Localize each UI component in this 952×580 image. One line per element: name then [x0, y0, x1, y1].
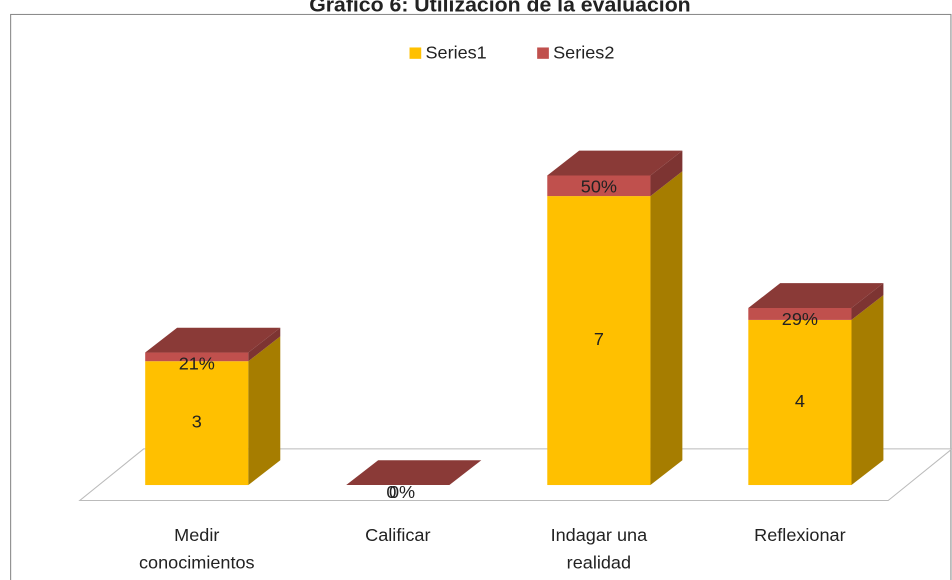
- bar-front: [547, 175, 651, 197]
- data-label: 7: [594, 329, 604, 349]
- bar-top: [145, 327, 281, 353]
- bar-front: [748, 319, 852, 486]
- legend-swatch: [537, 47, 549, 59]
- bar-side: [851, 283, 884, 320]
- chart-frame: [10, 13, 952, 580]
- x-tick-label: Reflexionar: [754, 525, 846, 545]
- bar-front: [145, 361, 249, 486]
- bar-side: [650, 150, 683, 197]
- floor: [78, 448, 952, 502]
- bar-side: [248, 336, 281, 486]
- bar-front: [748, 307, 852, 320]
- data-label: 0: [386, 482, 396, 502]
- bar-side: [851, 295, 884, 486]
- data-label: 0%: [389, 482, 415, 502]
- data-label: 29%: [782, 309, 818, 329]
- data-label: 4: [795, 391, 805, 411]
- bar-side: [248, 327, 281, 362]
- data-label: 21%: [179, 354, 215, 374]
- legend-label: Series2: [553, 43, 614, 63]
- bar-top: [346, 460, 482, 486]
- bar-side: [650, 171, 683, 486]
- x-tick-label: Indagar una realidad: [550, 525, 648, 573]
- data-label: 3: [192, 412, 202, 432]
- x-tick-label: Calificar: [365, 525, 431, 545]
- bar-front: [547, 196, 651, 486]
- bar-top: [547, 150, 683, 176]
- legend-swatch: [409, 47, 422, 59]
- x-tick-label: Medir conocimientos: [138, 525, 255, 573]
- bar-top: [748, 283, 884, 308]
- chart-title: Gráfico 6: Utilización de la evaluación: [309, 0, 690, 17]
- legend-label: Series1: [425, 43, 486, 63]
- bar-front: [145, 352, 249, 362]
- data-label: 50%: [581, 177, 617, 197]
